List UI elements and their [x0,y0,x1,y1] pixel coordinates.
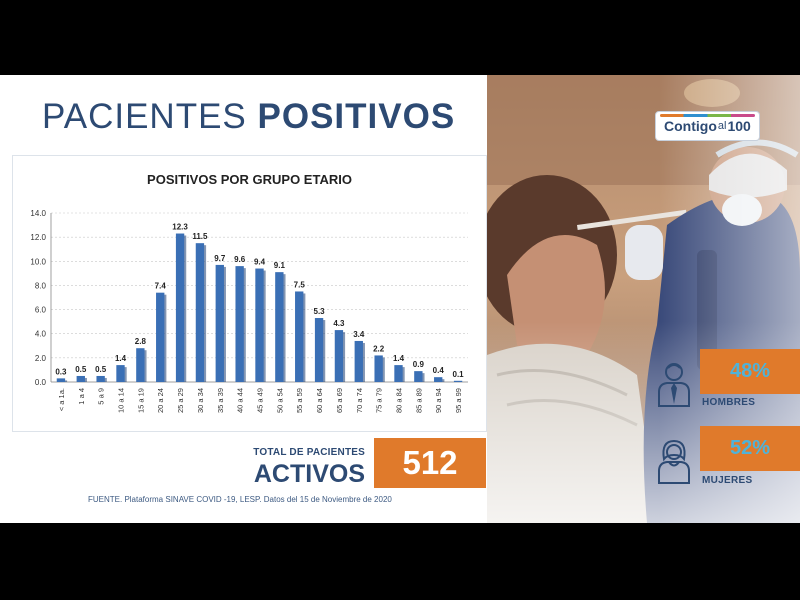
bar-value-label: 0.4 [433,366,445,375]
y-tick-label: 14.0 [30,209,46,218]
bar [116,365,125,382]
chart-panel: POSITIVOS POR GRUPO ETARIO 0.0 2.0 4.0 6.0 8.… [12,155,487,432]
bar-value-label: 9.4 [254,258,266,267]
bar-value-label: 11.5 [192,232,208,241]
bar-value-label: 4.3 [333,319,345,328]
x-tick-label: 85 a 89 [414,388,423,413]
x-tick-label: 80 a 84 [395,388,404,413]
x-tick-label: 20 a 24 [156,388,165,413]
source-note: FUENTE. Plataforma SINAVE COVID -19, LES… [88,495,392,504]
x-tick-label: 95 a 99 [454,388,463,413]
bar-value-label: 5.3 [314,307,326,316]
y-tick-label: 12.0 [30,233,46,242]
women-label: MUJERES [702,475,753,486]
total-value-box: 512 [374,438,486,488]
x-tick-label: 5 a 9 [97,388,106,405]
logo-text-3: 100 [727,118,751,134]
woman-icon [658,439,690,484]
bar [414,371,423,382]
y-tick-label: 4.0 [35,330,47,339]
title-bold: POSITIVOS [257,97,456,136]
x-tick-label: 45 a 49 [256,388,265,413]
bar [374,355,383,382]
bar-value-label: 3.4 [353,330,365,339]
bar [453,380,463,382]
x-tick-label: 35 a 39 [216,388,225,413]
x-tick-label: 90 a 94 [434,388,443,413]
bar-value-label: 2.8 [135,337,147,346]
bar [136,348,145,382]
x-tick-label: 15 a 19 [136,388,145,413]
x-tick-label: 10 a 14 [117,388,126,413]
chart-title: POSITIVOS POR GRUPO ETARIO [147,172,352,187]
bar [56,378,66,382]
bar-value-label: 0.5 [95,365,107,374]
bar [295,291,304,382]
bar [255,268,264,382]
x-tick-label: 1 a 4 [77,388,86,405]
bar-value-label: 0.5 [75,365,87,374]
x-tick-label: 75 a 79 [375,388,384,413]
bar-value-label: 1.4 [115,354,127,363]
y-tick-label: 6.0 [35,306,47,315]
bar-value-label: 9.1 [274,261,286,270]
bar [275,272,284,382]
bar [156,292,165,382]
title-light: PACIENTES [42,97,247,136]
bar [175,233,185,382]
x-tick-label: 70 a 74 [355,388,364,413]
bar-value-label: 9.6 [234,255,246,264]
bar [334,330,344,382]
bar [235,266,244,382]
x-tick-label: 55 a 59 [295,388,304,413]
bar [394,365,403,382]
bar [215,264,224,382]
bar-value-label: 0.1 [453,370,465,379]
x-tick-label: 50 a 54 [275,388,284,413]
women-percent-box: 52% [700,426,800,471]
bar-value-label: 7.5 [294,280,306,289]
total-label-big: ACTIVOS [253,460,365,488]
total-label-small: TOTAL DE PACIENTES [253,447,365,458]
bar [76,375,85,382]
bar [314,318,324,382]
bar-value-label: 2.2 [373,344,385,353]
bar-value-label: 9.7 [214,254,226,263]
bar-value-label: 0.3 [55,367,67,376]
x-tick-label: < a 1a. [57,388,66,411]
y-tick-label: 0.0 [35,378,47,387]
bar [96,375,105,382]
man-icon [658,363,690,407]
men-percent-box: 48% [700,349,800,394]
y-tick-label: 2.0 [35,354,47,363]
x-tick-label: 25 a 29 [176,388,185,413]
x-tick-label: 65 a 69 [335,388,344,413]
total-label: TOTAL DE PACIENTES ACTIVOS [240,447,365,487]
x-tick-label: 30 a 34 [196,388,205,413]
bar [195,243,205,382]
bar-value-label: 7.4 [155,282,167,291]
y-tick-label: 8.0 [35,281,47,290]
logo-text-2: al [717,120,727,132]
y-tick-label: 10.0 [30,257,46,266]
bar-value-label: 1.4 [393,354,405,363]
bar [434,377,443,382]
contigo-al-100-logo: Contigo al 100 [655,111,760,141]
men-label: HOMBRES [702,397,756,408]
bar-value-label: 0.9 [413,360,425,369]
bar [354,340,363,382]
bar-value-label: 12.3 [172,223,188,232]
page-title: PACIENTES POSITIVOS [42,97,455,137]
logo-color-stripe [660,114,755,117]
x-tick-label: 40 a 44 [236,388,245,413]
x-tick-label: 60 a 64 [315,388,324,413]
slide: PACIENTES POSITIVOS POSITIVOS POR GRUPO … [0,75,800,523]
age-group-bar-chart: POSITIVOS POR GRUPO ETARIO 0.0 2.0 4.0 6.0 8.… [30,172,468,413]
logo-text-1: Contigo [664,118,717,134]
